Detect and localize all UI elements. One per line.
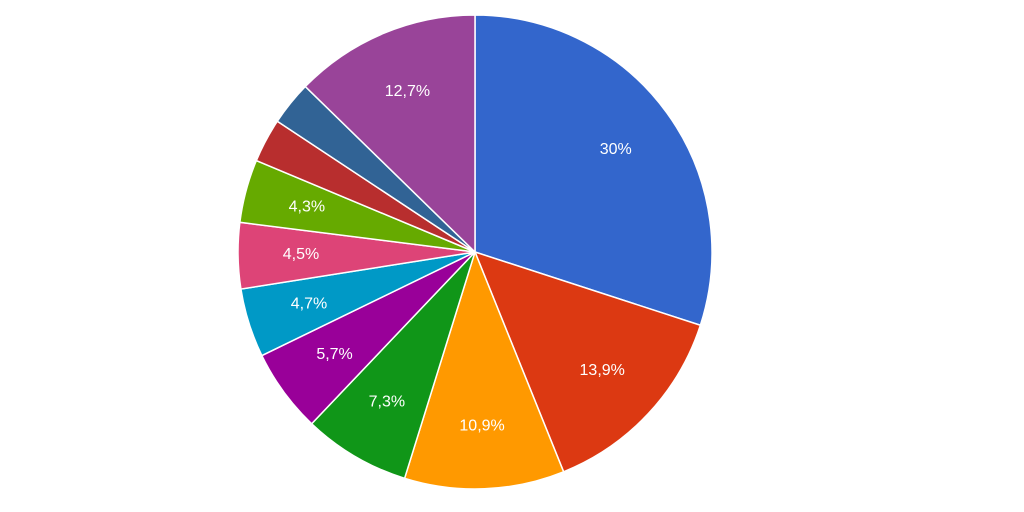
pie-slice-label-11: 12,7% bbox=[385, 83, 430, 100]
pie-slice-4 bbox=[310, 251, 476, 480]
pie-slice-label-1: 30% bbox=[600, 141, 632, 158]
pie-slice-label-6: 4,7% bbox=[291, 296, 327, 313]
pie-slices bbox=[237, 14, 713, 490]
pie-slice-1 bbox=[474, 14, 713, 327]
pie-slice-label-4: 7,3% bbox=[369, 394, 405, 411]
pie-slice-11 bbox=[304, 14, 476, 254]
pie-slice-2 bbox=[473, 250, 702, 473]
pie-slice-label-5: 5,7% bbox=[316, 346, 352, 363]
pie-slice-label-8: 4,3% bbox=[289, 199, 325, 216]
pie-slice-3 bbox=[403, 249, 565, 490]
pie-slice-label-7: 4,5% bbox=[283, 246, 319, 263]
pie-slice-labels: 30% 13,9% 10,9% 7,3% 5,7% 4,7% 4,5% 4,3% 12,7% bbox=[283, 83, 632, 434]
pie-slice-label-3: 10,9% bbox=[459, 417, 504, 434]
pie-slice-label-2: 13,9% bbox=[580, 362, 625, 379]
